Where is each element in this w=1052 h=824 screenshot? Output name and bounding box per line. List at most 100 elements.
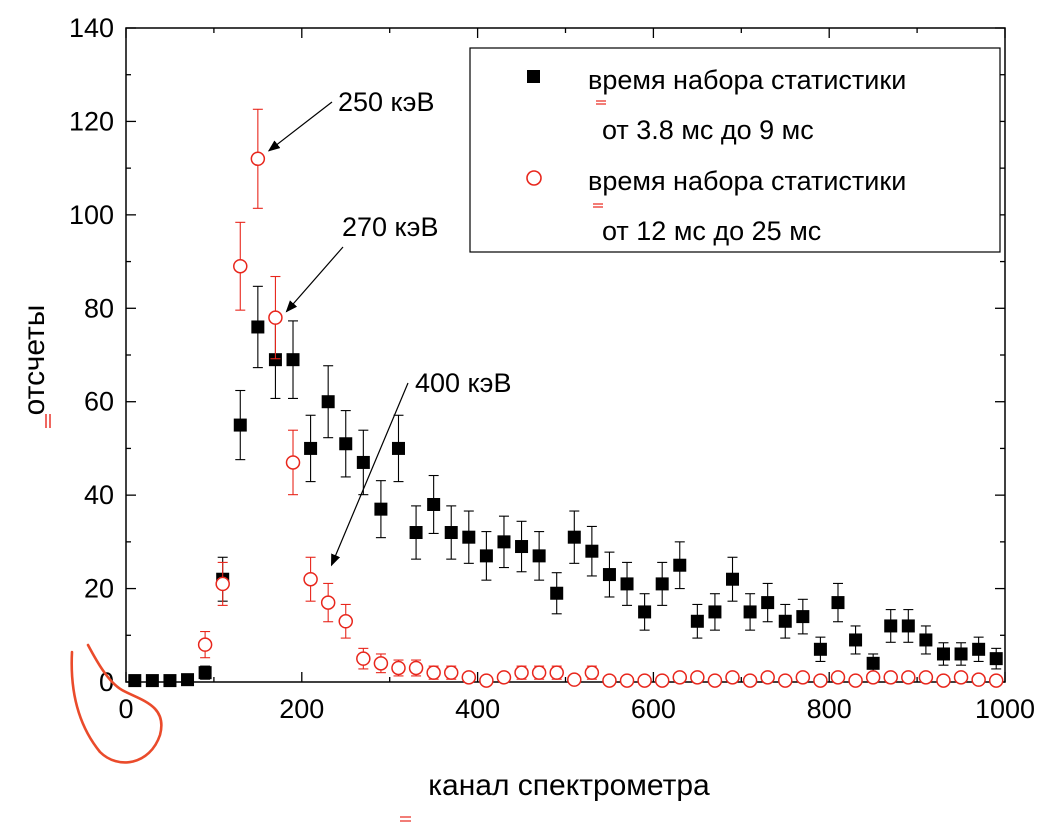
data-point xyxy=(813,642,827,656)
data-point xyxy=(901,619,915,633)
x-axis-label: канал спектрометра xyxy=(428,769,710,802)
data-point xyxy=(304,441,318,455)
data-point xyxy=(619,673,635,688)
legend-marker-series-1 xyxy=(527,70,540,83)
data-point xyxy=(356,455,370,469)
data-point xyxy=(250,151,266,167)
data-point xyxy=(585,544,599,558)
data-point xyxy=(550,586,564,600)
data-point xyxy=(813,673,828,688)
data-point xyxy=(427,497,441,511)
legend-series-1-line1: время набора статистики xyxy=(588,65,906,95)
data-point xyxy=(848,673,863,688)
data-point xyxy=(672,670,688,685)
data-point xyxy=(408,660,424,676)
legend-box xyxy=(469,47,1001,253)
y-tick-label: 100 xyxy=(69,200,114,230)
data-point xyxy=(233,418,247,432)
legend-series-2-line2: от 12 мс до 25 мс xyxy=(602,216,821,246)
series-1 xyxy=(128,285,1003,688)
data-point xyxy=(268,353,282,367)
data-point xyxy=(726,572,740,586)
annotation-label: 250 кэВ xyxy=(338,87,434,117)
data-point xyxy=(391,660,406,676)
y-axis-label: отсчеты xyxy=(18,305,51,416)
data-point xyxy=(197,637,213,652)
data-point xyxy=(479,673,494,688)
data-point xyxy=(831,596,845,610)
x-tick-label: 400 xyxy=(455,694,500,724)
data-point xyxy=(145,674,159,688)
data-point xyxy=(742,673,758,688)
data-point xyxy=(321,395,335,409)
data-point xyxy=(761,596,775,610)
data-marks xyxy=(128,108,1004,688)
x-tick-label: 1000 xyxy=(975,694,1035,724)
data-point xyxy=(215,576,230,592)
annotation-label: 270 кэВ xyxy=(342,212,438,242)
y-tick-label: 120 xyxy=(69,106,114,136)
data-point xyxy=(549,665,564,680)
data-point xyxy=(320,595,336,610)
data-point xyxy=(936,647,950,661)
data-point xyxy=(725,670,740,685)
x-tick-label: 200 xyxy=(279,694,324,724)
data-point xyxy=(849,633,863,647)
data-point xyxy=(602,673,617,688)
data-point xyxy=(620,577,634,591)
data-point xyxy=(461,670,477,685)
data-point xyxy=(479,549,493,563)
data-point xyxy=(778,614,792,628)
y-tick-label: 20 xyxy=(84,574,114,604)
data-point xyxy=(778,673,793,688)
data-point xyxy=(901,670,916,685)
data-point xyxy=(743,605,757,619)
data-point xyxy=(919,633,933,647)
annotation-arrow xyxy=(330,382,409,567)
x-tick-label: 600 xyxy=(631,694,676,724)
data-point xyxy=(866,656,880,670)
data-point xyxy=(918,670,934,685)
data-point xyxy=(514,665,529,680)
data-point xyxy=(567,530,581,544)
legend-series-2-line1: время набора статистики xyxy=(588,166,906,196)
data-point xyxy=(286,353,300,367)
data-point xyxy=(338,614,353,629)
series-2 xyxy=(197,108,1004,688)
data-point xyxy=(760,670,775,685)
data-point xyxy=(953,670,969,685)
x-tick-label: 0 xyxy=(118,694,133,724)
data-point xyxy=(602,568,616,582)
data-point xyxy=(303,571,318,587)
data-point xyxy=(233,258,248,274)
data-point xyxy=(374,502,388,516)
data-point xyxy=(285,455,301,470)
data-point xyxy=(954,647,968,661)
data-point xyxy=(373,656,389,671)
data-point xyxy=(690,670,705,685)
data-point xyxy=(988,673,1004,688)
data-point xyxy=(531,665,547,680)
data-point xyxy=(128,674,142,688)
y-tick-label: 0 xyxy=(99,667,114,697)
data-point xyxy=(637,673,652,688)
data-point xyxy=(865,670,881,685)
data-point xyxy=(356,651,371,666)
data-point xyxy=(409,526,423,540)
data-point xyxy=(444,526,458,540)
annotations: 250 кэВ 270 кэВ 400 кэВ xyxy=(267,87,511,567)
scribble-mark xyxy=(70,643,163,764)
data-point xyxy=(198,666,212,680)
legend-series-1-line2: от 3.8 мс до 9 мс xyxy=(602,115,814,145)
x-tick-label: 800 xyxy=(807,694,852,724)
data-point xyxy=(462,530,476,544)
legend-marker-series-2 xyxy=(526,170,542,186)
data-point xyxy=(163,674,177,688)
annotation-arrow xyxy=(285,246,344,313)
data-point xyxy=(426,665,441,680)
data-point xyxy=(989,652,1003,666)
data-point xyxy=(795,670,811,685)
data-point xyxy=(796,610,810,624)
data-point xyxy=(673,558,687,572)
data-point xyxy=(936,673,951,688)
